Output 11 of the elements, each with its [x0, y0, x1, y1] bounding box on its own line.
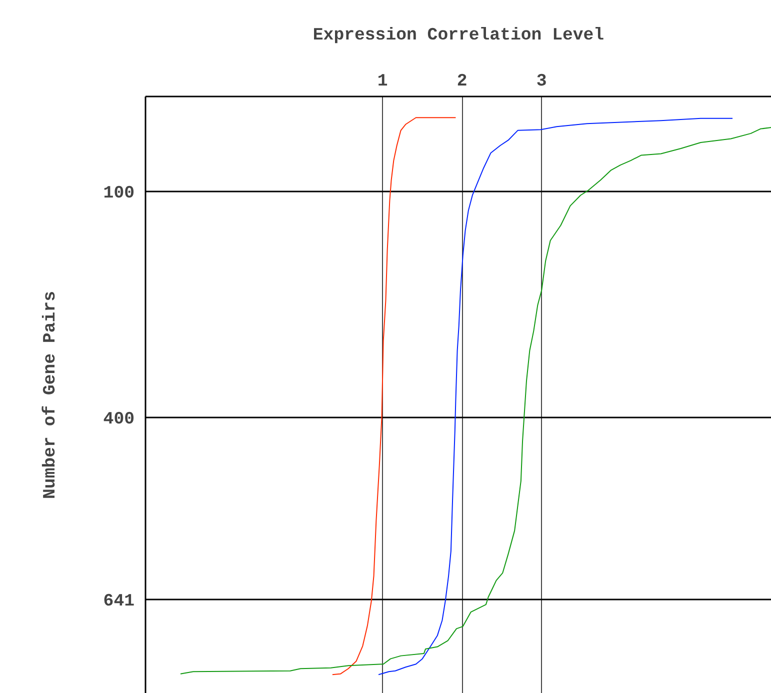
y-tick-label: 100 — [103, 184, 135, 204]
line-series — [332, 117, 456, 676]
y-tick-label: 400 — [103, 410, 135, 430]
y-axis-title: Number of Gene Pairs — [41, 291, 60, 499]
y-tick-label: 641 — [103, 592, 135, 612]
line-series — [378, 118, 734, 676]
x-tick-label: 1 — [377, 72, 388, 92]
x-tick-label: 2 — [456, 72, 468, 92]
x-tick-label: 3 — [536, 72, 547, 92]
x-axis-title: Expression Correlation Level — [312, 26, 604, 46]
line-series — [180, 126, 771, 674]
